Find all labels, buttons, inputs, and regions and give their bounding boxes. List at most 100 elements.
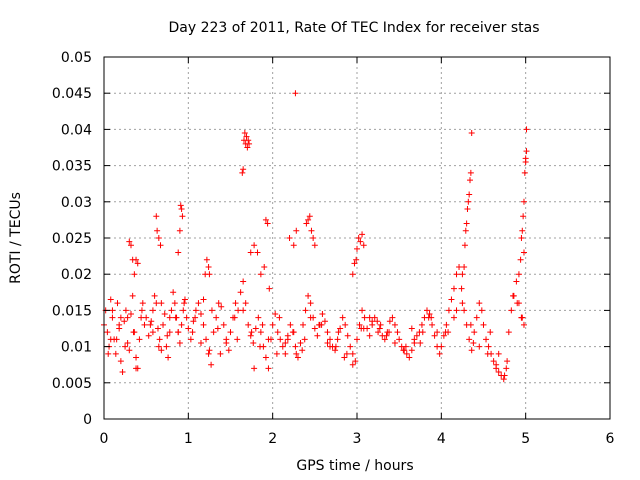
data-point [157, 242, 164, 249]
data-point [471, 329, 478, 336]
data-point [359, 231, 366, 238]
data-point [237, 289, 244, 296]
data-point [217, 350, 224, 357]
data-point [463, 220, 470, 227]
data-point [119, 368, 126, 375]
data-point [490, 358, 497, 365]
data-point [109, 314, 116, 321]
data-point [154, 325, 161, 332]
data-point [402, 343, 409, 350]
data-point [513, 278, 520, 285]
data-point [287, 321, 294, 328]
data-point [484, 350, 491, 357]
data-point [334, 336, 341, 343]
data-point [156, 336, 163, 343]
data-point [290, 242, 297, 249]
data-point [192, 307, 199, 314]
data-point [464, 206, 471, 213]
y-tick-label: 0.04 [61, 122, 92, 138]
data-point [203, 256, 210, 263]
data-point [251, 242, 258, 249]
data-point [231, 314, 238, 321]
y-tick-label: 0.01 [61, 340, 92, 356]
data-point [218, 303, 225, 310]
data-point [344, 332, 351, 339]
data-point [165, 354, 172, 361]
data-point [413, 332, 420, 339]
data-point [461, 242, 468, 249]
data-point [349, 271, 356, 278]
data-point [139, 300, 146, 307]
data-point [234, 336, 241, 343]
data-point [467, 177, 474, 184]
data-point [131, 271, 138, 278]
data-point [300, 321, 307, 328]
data-point [520, 321, 527, 328]
data-point [366, 314, 373, 321]
data-point [261, 263, 268, 270]
data-point [227, 329, 234, 336]
data-point [299, 347, 306, 354]
data-point [324, 339, 331, 346]
y-axis-label: ROTI / TECUs [8, 192, 24, 284]
data-point [418, 321, 425, 328]
data-point [183, 314, 190, 321]
data-point [459, 300, 466, 307]
data-point [473, 314, 480, 321]
data-point [161, 311, 168, 318]
data-point [276, 314, 283, 321]
data-point [483, 336, 490, 343]
data-point [181, 296, 188, 303]
data-point [172, 314, 179, 321]
data-point [376, 325, 383, 332]
data-point [371, 314, 378, 321]
data-point [187, 336, 194, 343]
data-point [282, 339, 289, 346]
data-point [318, 321, 325, 328]
data-point [235, 307, 242, 314]
data-point [175, 329, 182, 336]
data-point [369, 318, 376, 325]
data-point [262, 354, 269, 361]
data-point [168, 307, 175, 314]
x-tick-label: 4 [437, 431, 446, 447]
data-point [347, 343, 354, 350]
data-point [305, 292, 312, 299]
data-point [136, 336, 143, 343]
data-point [265, 365, 272, 372]
data-point [210, 329, 217, 336]
data-point [374, 318, 381, 325]
data-point [319, 311, 326, 318]
data-point [114, 300, 121, 307]
x-tick-label: 2 [268, 431, 277, 447]
data-point [468, 347, 475, 354]
data-point [355, 235, 362, 241]
data-point [426, 311, 433, 318]
data-point [461, 307, 468, 314]
y-tick-label: 0.05 [61, 50, 92, 66]
data-point [293, 350, 300, 357]
data-point [375, 329, 382, 336]
data-point [107, 296, 114, 303]
data-point [286, 235, 293, 241]
data-point [327, 336, 334, 343]
data-point [389, 314, 396, 321]
data-point [149, 307, 156, 314]
data-point [153, 213, 160, 220]
data-point [203, 336, 210, 343]
data-point [327, 343, 334, 350]
data-point [522, 155, 529, 162]
data-point [279, 343, 286, 350]
data-point [359, 307, 366, 314]
data-point [208, 361, 215, 368]
data-point [265, 336, 272, 343]
data-point [252, 325, 259, 332]
x-tick-label: 3 [353, 431, 362, 447]
data-point [324, 329, 331, 336]
data-point [495, 368, 502, 375]
data-point [246, 140, 253, 147]
data-point [394, 329, 401, 336]
data-point [321, 318, 328, 325]
data-point [257, 343, 264, 350]
